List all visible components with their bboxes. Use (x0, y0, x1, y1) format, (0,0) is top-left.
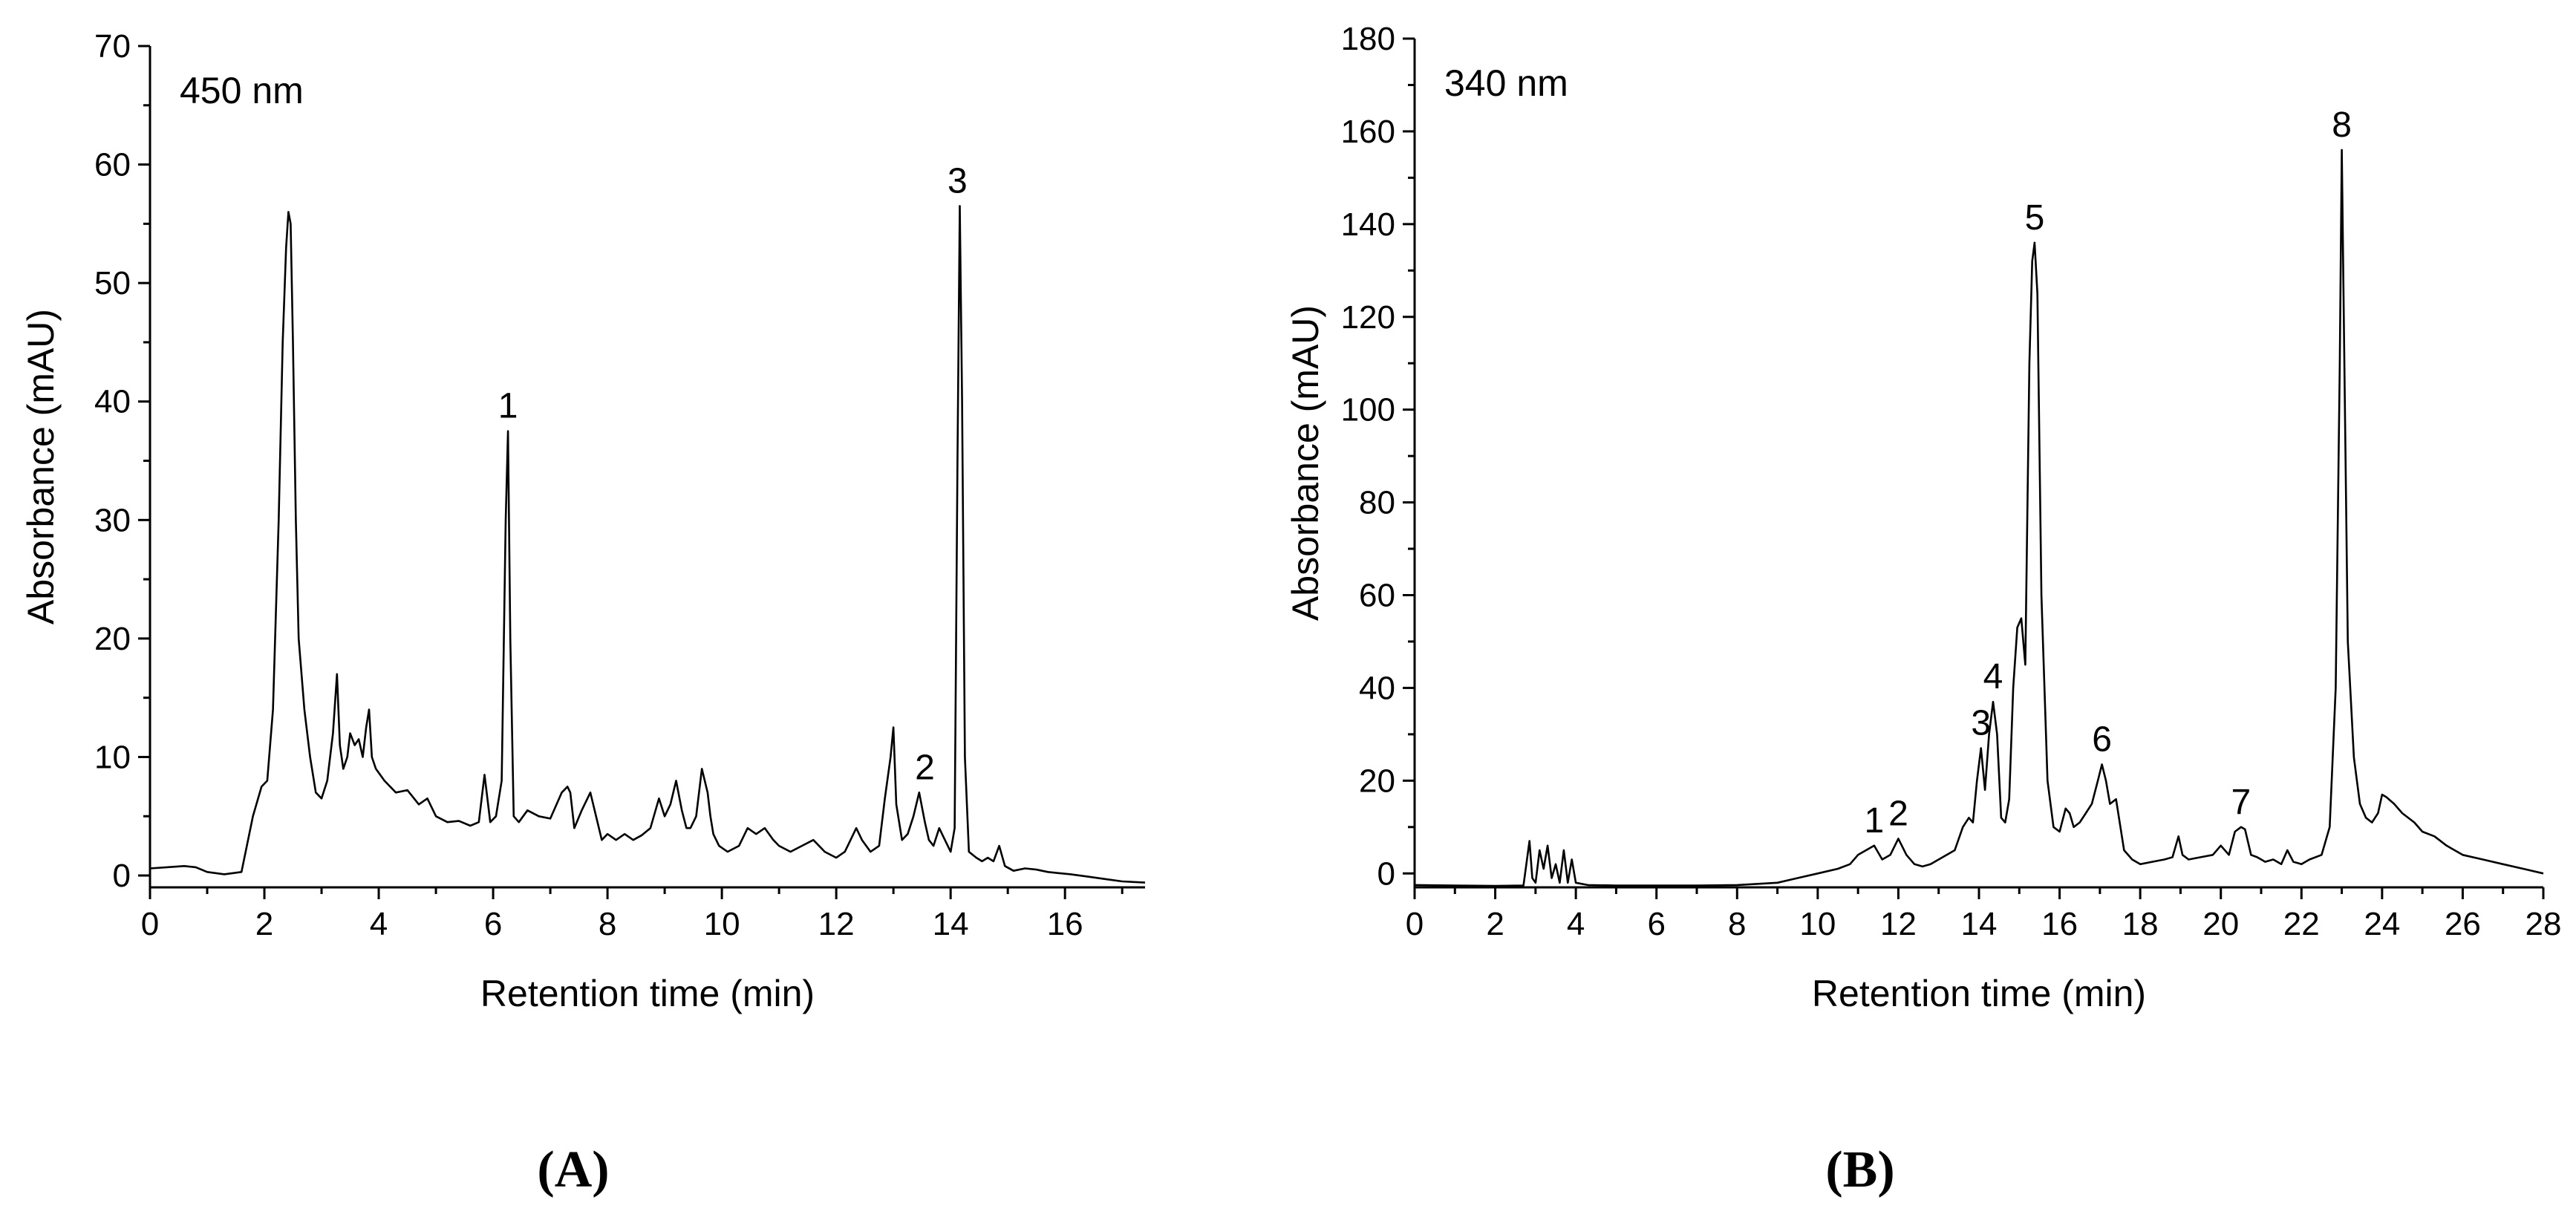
x-tick-label: 26 (2445, 906, 2481, 942)
wavelength-annotation: 340 nm (1444, 62, 1568, 104)
y-tick-label: 40 (94, 384, 131, 420)
x-tick-label: 6 (484, 906, 502, 942)
x-tick-label: 10 (704, 906, 740, 942)
x-axis-title: Retention time (min) (1812, 973, 2146, 1014)
chromatogram-trace (1414, 149, 2544, 887)
peak-label-3: 3 (948, 161, 968, 200)
y-tick-label: 10 (94, 739, 131, 775)
x-tick-label: 14 (933, 906, 969, 942)
peak-label-8: 8 (2332, 105, 2352, 145)
y-tick-label: 120 (1341, 299, 1395, 336)
panel-label-a: (A) (537, 1141, 609, 1198)
x-tick-label: 12 (818, 906, 855, 942)
x-tick-label: 8 (599, 906, 616, 942)
peak-label-1: 1 (498, 387, 518, 426)
x-tick-label: 22 (2283, 906, 2320, 942)
chart-panel-b: 0 2 4 6 8 10 12 14 16 18 20 22 24 26 28020406080100120… (1285, 21, 2561, 1198)
y-tick-label: 0 (113, 858, 131, 894)
x-tick-label: 16 (2041, 906, 2078, 942)
y-tick-label: 50 (94, 265, 131, 301)
panel-label-b: (B) (1825, 1141, 1894, 1198)
y-axis-title: Absorbance (mAU) (1285, 305, 1326, 621)
x-tick-label: 0 (141, 906, 159, 942)
peak-label-2: 2 (915, 748, 935, 787)
peak-label-6: 6 (2092, 720, 2112, 759)
peak-label-7: 7 (2231, 783, 2251, 822)
y-tick-label: 180 (1341, 21, 1395, 57)
y-tick-label: 20 (1359, 763, 1395, 799)
x-tick-label: 12 (1880, 906, 1917, 942)
y-tick-label: 160 (1341, 114, 1395, 150)
y-tick-label: 70 (94, 28, 131, 65)
x-tick-label: 4 (370, 906, 388, 942)
y-tick-label: 30 (94, 502, 131, 538)
x-tick-label: 4 (1567, 906, 1585, 942)
x-tick-label: 20 (2202, 906, 2239, 942)
x-tick-label: 18 (2122, 906, 2159, 942)
x-tick-label: 24 (2364, 906, 2400, 942)
peak-label-5: 5 (2025, 198, 2045, 238)
peak-label-2: 2 (1888, 794, 1908, 833)
y-tick-label: 60 (94, 147, 131, 183)
peak-label-3: 3 (1971, 704, 1991, 743)
y-tick-label: 20 (94, 621, 131, 657)
x-tick-label: 16 (1047, 906, 1083, 942)
x-tick-label: 2 (1486, 906, 1504, 942)
peak-label-1: 1 (1865, 801, 1885, 841)
peak-label-4: 4 (1983, 657, 2003, 697)
y-axis-title: Absorbance (mAU) (20, 309, 62, 624)
y-tick-label: 140 (1341, 206, 1395, 243)
wavelength-annotation: 450 nm (180, 70, 304, 111)
x-tick-label: 10 (1799, 906, 1836, 942)
x-tick-label: 2 (255, 906, 273, 942)
x-tick-label: 28 (2526, 906, 2562, 942)
y-tick-label: 40 (1359, 670, 1395, 706)
x-tick-label: 8 (1728, 906, 1746, 942)
y-tick-label: 60 (1359, 578, 1395, 614)
x-tick-label: 6 (1647, 906, 1665, 942)
y-tick-label: 100 (1341, 392, 1395, 428)
y-tick-label: 80 (1359, 485, 1395, 521)
chromatogram-trace (149, 205, 1146, 884)
x-axis-title: Retention time (min) (480, 973, 815, 1014)
y-tick-label: 0 (1377, 855, 1395, 892)
x-tick-label: 0 (1406, 906, 1424, 942)
x-tick-label: 14 (1961, 906, 1998, 942)
